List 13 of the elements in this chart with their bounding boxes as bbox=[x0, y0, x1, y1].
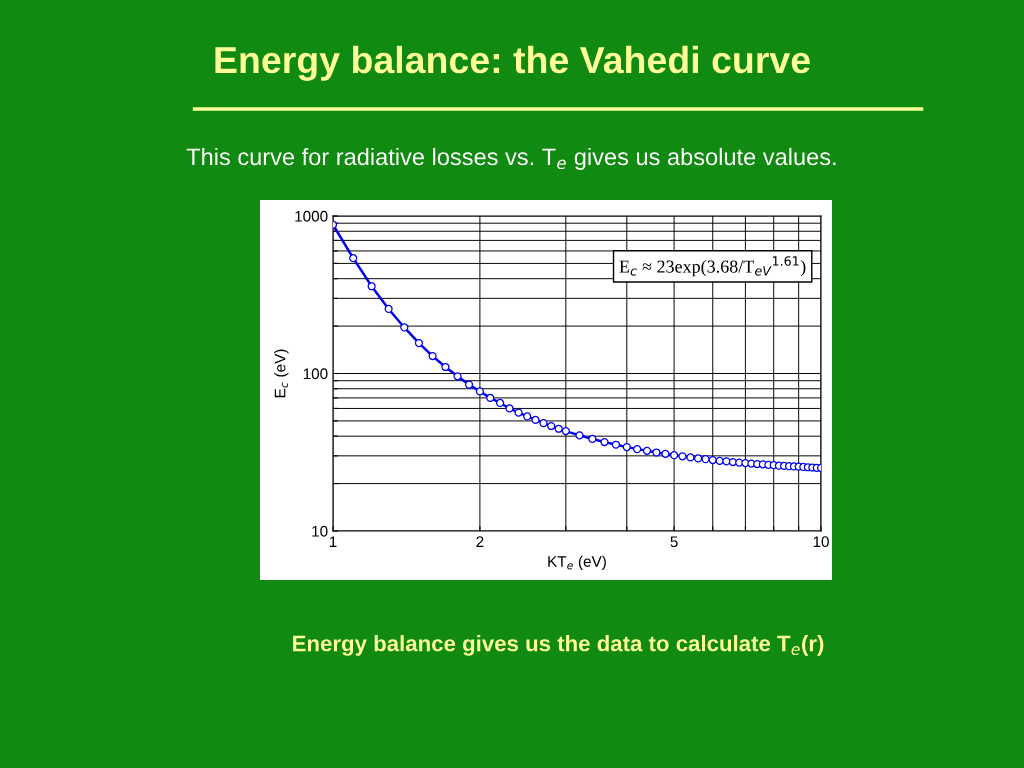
annotation: E$_{c}$ ≈ 23exp(3.68/T$_{eV}$$^{1.61}$) bbox=[619, 256, 806, 277]
y-tick-label: 1000 bbox=[295, 210, 328, 222]
y-axis-title: E$_{c}$ (eV) bbox=[274, 349, 289, 398]
x-tick-label: 10 bbox=[813, 536, 829, 548]
chart-title: Energy balance: the Vahedi curve bbox=[215, 45, 810, 81]
chart-subtitle: This curve for radiative losses vs. T$_{e}$ gives us absolute values. bbox=[186, 147, 836, 170]
x-axis-title: KT$_{e}$ (eV) bbox=[548, 555, 606, 570]
x-tick-label: 5 bbox=[670, 536, 678, 548]
x-tick-label: 2 bbox=[476, 536, 484, 547]
y-tick-label: 100 bbox=[303, 368, 328, 380]
x-tick-label: 1 bbox=[329, 536, 337, 547]
y-tick-label: 10 bbox=[312, 525, 328, 537]
text: Energy balance gives us the data to calculate T$_{e}$(r) bbox=[293, 635, 824, 656]
